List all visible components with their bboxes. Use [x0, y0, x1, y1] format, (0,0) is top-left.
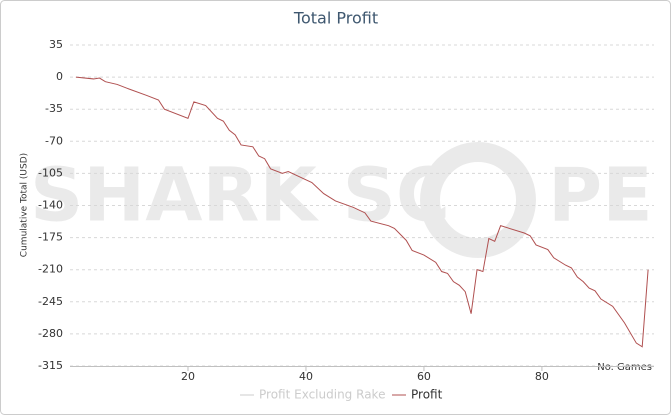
legend-item[interactable]: Profit	[392, 388, 443, 402]
y-tick-label: -175	[38, 231, 63, 244]
y-tick-label: -210	[38, 263, 63, 276]
y-tick-label: -70	[45, 134, 63, 147]
y-tick-label: -280	[38, 327, 63, 340]
y-tick-label: -245	[38, 295, 63, 308]
watermark: SHARK SC PE	[30, 142, 653, 258]
x-tick-label: 80	[535, 370, 549, 383]
y-tick-label: -140	[38, 199, 63, 212]
chart-title: Total Profit	[293, 9, 378, 28]
x-tick-label: 20	[181, 370, 195, 383]
legend-item[interactable]: Profit Excluding Rake	[240, 388, 385, 402]
line	[75, 76, 649, 348]
y-tick-label: 0	[56, 70, 63, 83]
watermark-text: SHARK SC	[30, 153, 450, 239]
x-tick-label: 40	[299, 370, 313, 383]
y-tick-label: -35	[45, 102, 63, 115]
watermark-text: PE	[548, 153, 653, 239]
x-tick-label: 60	[417, 370, 431, 383]
y-tick-label: 35	[49, 38, 63, 51]
y-axis-label: Cumulative Total (USD)	[20, 153, 30, 257]
legend-label[interactable]: Profit Excluding Rake	[259, 388, 385, 402]
x-axis-label: No. Games	[597, 362, 652, 373]
y-tick-label: -315	[38, 359, 63, 372]
watermark-ring	[420, 142, 536, 258]
legend-label[interactable]: Profit	[411, 388, 443, 402]
y-tick-label: -105	[38, 166, 63, 179]
